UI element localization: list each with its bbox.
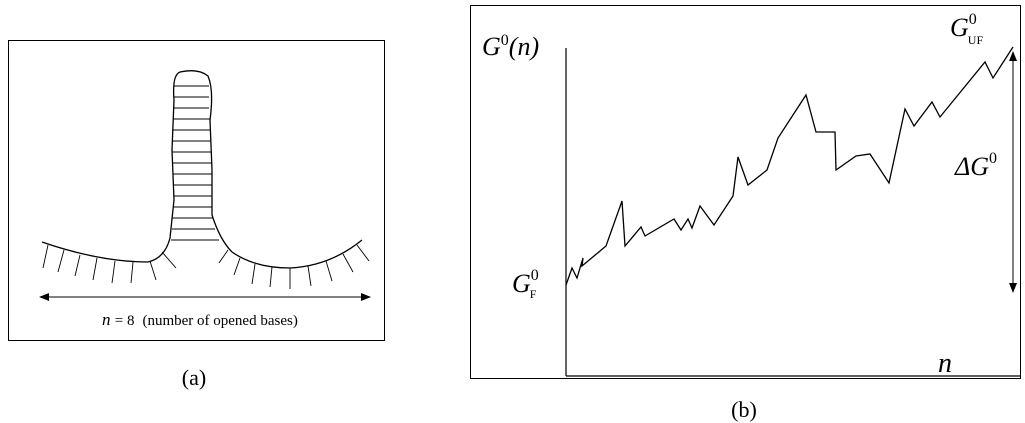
y-symbol: G	[482, 32, 501, 61]
y-arg: (n)	[509, 32, 539, 61]
count-label: n = 8 (number of opened bases)	[102, 310, 298, 329]
uf-symbol: G	[950, 13, 969, 42]
f-sub: F	[530, 287, 537, 301]
unfolded-label: G0 UF	[950, 11, 983, 47]
uf-sup: 0	[969, 11, 977, 28]
energy-landscape	[565, 46, 1014, 286]
panel-b-frame	[470, 5, 1021, 379]
hatch-ticks	[42, 244, 370, 289]
y-axis-label: G0(n)	[482, 32, 539, 61]
delta-symbol: ΔG	[954, 152, 989, 181]
count-symbol: n	[102, 310, 111, 329]
f-symbol: G	[512, 269, 531, 298]
count-note: (number of opened bases)	[142, 313, 297, 329]
stem-rungs	[171, 85, 219, 241]
folded-label: G0 F	[512, 267, 539, 301]
f-sup: 0	[531, 267, 539, 284]
delta-sup: 0	[989, 150, 997, 167]
hairpin-stem	[169, 70, 233, 253]
x-axis-label: n	[938, 348, 952, 379]
panel-a: n = 8 (number of opened bases) (a)	[8, 40, 385, 390]
count-value: = 8	[115, 313, 135, 329]
panel-b: G0(n) G0 UF ΔG0 G0 F n (b)	[470, 5, 1021, 422]
y-sup: 0	[501, 32, 509, 49]
caption-b: (b)	[731, 397, 757, 422]
hairpin-left-base	[41, 237, 171, 263]
panel-a-frame	[8, 40, 385, 341]
uf-sub: UF	[968, 33, 984, 47]
caption-a: (a)	[182, 365, 206, 390]
delta-label: ΔG0	[954, 150, 997, 181]
hairpin-right-base	[231, 239, 363, 269]
